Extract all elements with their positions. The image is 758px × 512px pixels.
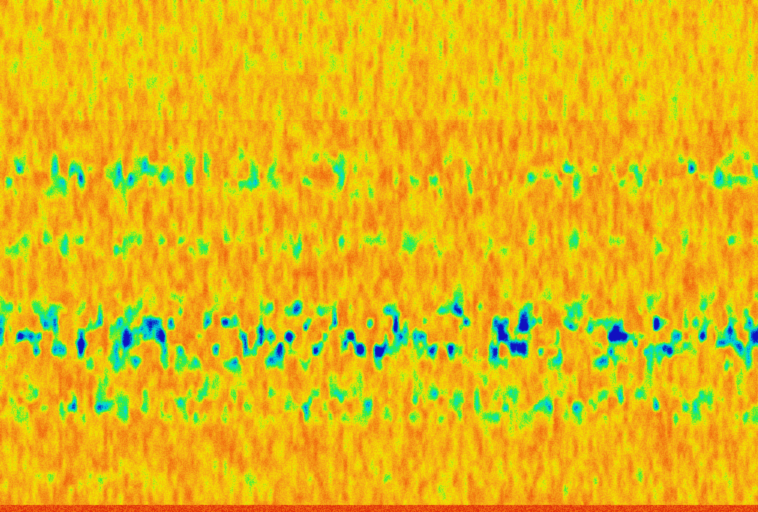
heatmap-image bbox=[0, 0, 758, 512]
